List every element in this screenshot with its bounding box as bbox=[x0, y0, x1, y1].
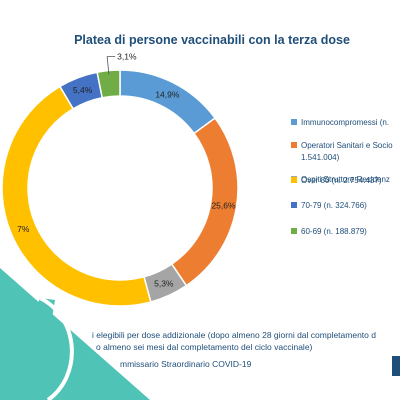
chart-title: Platea di persone vaccinabili con la ter… bbox=[74, 33, 350, 47]
legend-label: 70-79 (n. 324.766) bbox=[301, 201, 367, 210]
slice-label: 3,1% bbox=[117, 52, 137, 62]
footnote-line-2: o almeno sei mesi dal completamento del … bbox=[96, 342, 313, 352]
slice-label: 7% bbox=[17, 224, 30, 234]
decorative-overlay-ring bbox=[39, 296, 74, 400]
decorative-overlay bbox=[0, 268, 150, 400]
legend-item-60-69-n-188-879: 60-69 (n. 188.879) bbox=[291, 227, 367, 236]
legend: Immunocompromessi (n. Operatori Sanitari … bbox=[291, 118, 393, 236]
legend-label: Ospiti Strutture Residenz bbox=[301, 175, 390, 184]
footnote-line-1: i elegibili per dose addizionale (dopo a… bbox=[92, 330, 376, 340]
pie-slices bbox=[1, 69, 239, 307]
legend-item-over-80-n-2-754-437: Over 80 (n. 2.754.437) bbox=[291, 176, 382, 185]
slice-label-leader bbox=[106, 56, 116, 75]
legend-item-70-79-n-324-766: 70-79 (n. 324.766) bbox=[291, 201, 367, 210]
source-credit: mmissario Straordinario COVID-19 bbox=[120, 359, 252, 369]
legend-item-operatori-sanitari-e-socio: Operatori Sanitari e Socio 1.541.004) bbox=[291, 141, 393, 162]
logo-fragment bbox=[392, 356, 400, 376]
slice-label: 5,3% bbox=[154, 278, 174, 288]
slice-immunocompromessi-n bbox=[119, 69, 217, 135]
legend-label: Immunocompromessi (n. bbox=[301, 118, 389, 127]
legend-swatch bbox=[291, 202, 297, 208]
legend-label: 60-69 (n. 188.879) bbox=[301, 227, 367, 236]
slice-label: 14,9% bbox=[155, 89, 180, 99]
slice-label: 5,4% bbox=[73, 85, 93, 95]
slice-label: 25,6% bbox=[211, 201, 236, 211]
legend-swatch bbox=[291, 177, 297, 183]
legend-label: Operatori Sanitari e Socio bbox=[301, 141, 393, 150]
slice-over-80-n-2-754-437 bbox=[1, 85, 152, 307]
slice-60-69-n-188-879 bbox=[96, 69, 121, 99]
pie-slice-labels: 14,9% 25,6% 5,3% 7% 5,4% 3,1% bbox=[17, 52, 236, 289]
legend-label: Over 80 (n. 2.754.437) bbox=[301, 176, 382, 185]
legend-label: 1.541.004) bbox=[301, 153, 340, 162]
legend-swatch bbox=[291, 228, 297, 234]
legend-item-immunocompromessi-n: Immunocompromessi (n. bbox=[291, 118, 389, 127]
legend-swatch bbox=[291, 142, 297, 148]
legend-swatch bbox=[291, 119, 297, 125]
